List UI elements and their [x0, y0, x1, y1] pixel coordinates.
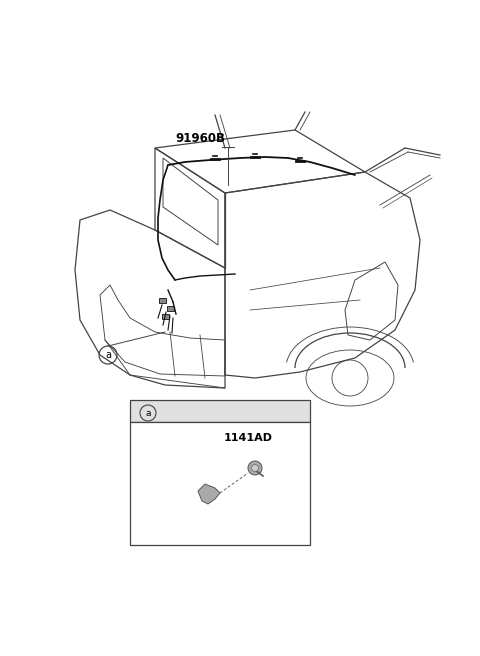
Text: a: a	[145, 409, 151, 417]
Bar	[130, 400, 310, 422]
Polygon shape	[198, 484, 220, 504]
Circle shape	[248, 461, 262, 475]
Bar	[167, 306, 174, 311]
Text: a: a	[105, 350, 111, 360]
Circle shape	[252, 464, 259, 472]
Bar	[162, 314, 169, 319]
Bar	[159, 298, 166, 303]
Text: 91960B: 91960B	[175, 132, 225, 145]
Bar	[130, 422, 310, 545]
Text: 1141AD: 1141AD	[224, 433, 273, 443]
